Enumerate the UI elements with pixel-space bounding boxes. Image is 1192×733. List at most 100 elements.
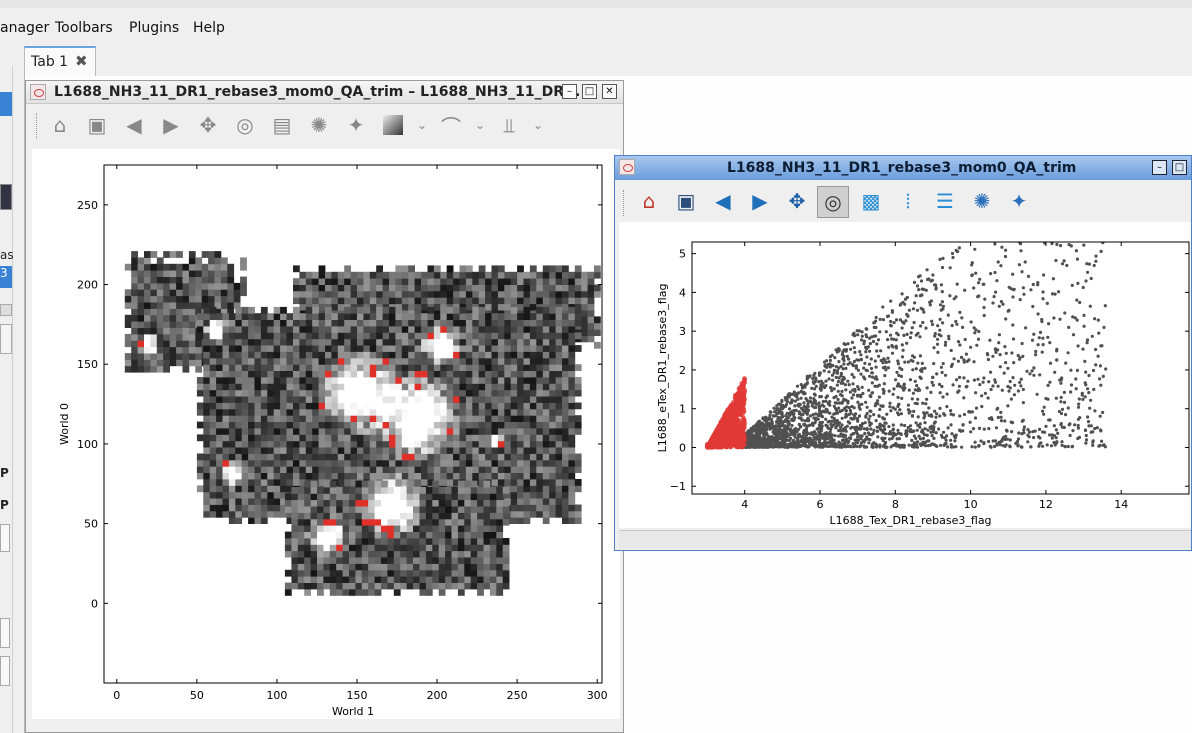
left-panel-thumbnail[interactable] [0,184,12,210]
image-pixel [523,402,531,410]
image-pixel [203,364,211,371]
close-x-icon[interactable]: ✖ [75,52,88,70]
gamepad-icon[interactable]: ✦ [1010,189,1028,213]
save-icon[interactable]: ▣ [676,189,696,213]
scatter-window-titlebar[interactable]: L1688_NH3_11_DR1_rebase3_mom0_QA_trim – … [615,156,1191,180]
image-plot-area[interactable]: 0 50 100 150 200 250 300 0 50 100 150 200 250 World 1… [32,149,620,719]
image-pixel [453,472,460,480]
select-icon[interactable]: ◎ [817,186,849,218]
image-pixel [144,251,151,258]
image-pixel [235,421,243,429]
circle-select-icon[interactable]: ✺ [973,189,991,213]
image-pixel [440,278,448,285]
image-pixel [374,550,382,558]
image-pixel [163,333,170,341]
scatter-point [869,366,874,371]
image-pixel [483,582,491,590]
scatter-point [937,382,942,386]
select-icon[interactable]: ◎ [236,113,254,137]
image-pixel [400,569,407,577]
image-pixel [536,428,544,435]
scatter-point [1041,409,1045,413]
image-pixel [472,428,480,435]
rgb-icon[interactable]: ✺ [310,113,328,137]
scatter-plot-area[interactable]: 4 6 8 10 12 14 −1 0 1 2 3 4 5 L1688_Tex_DR1_rebase3_f… [619,222,1191,528]
yrange-icon[interactable]: ☰ [936,189,954,213]
crop-icon[interactable]: ▤ [272,113,292,137]
image-pixel [376,453,383,461]
left-panel-value-field[interactable]: 3 [0,266,12,288]
chevron-down-icon[interactable]: ⌄ [532,118,544,132]
image-pixel [549,434,556,442]
image-pixel [267,428,275,435]
left-panel-selected-row[interactable] [0,92,12,116]
image-pixel [304,544,311,552]
tab-1[interactable]: Tab 1 ✖ [24,46,96,76]
left-panel-scroll-arrow[interactable] [0,304,12,316]
forward-icon[interactable]: ▶ [752,189,768,213]
image-pixel [536,510,544,518]
colormap-icon[interactable] [381,113,405,137]
image-window-titlebar[interactable]: L1688_NH3_11_DR1_rebase3_mom0_QA_trim – … [26,81,623,104]
scatter-point [1089,398,1093,402]
scatter-plot-svg[interactable]: 4 6 8 10 12 14−1012345L1688_Tex_DR1_rebase3_f… [619,222,1191,528]
image-pixel [241,313,249,320]
minimize-button[interactable]: – [1152,160,1167,175]
chevron-down-icon[interactable]: ⌄ [474,118,486,132]
menu-help[interactable]: Help [193,20,225,36]
image-pixel [542,415,550,422]
scatter-point [1032,366,1036,370]
image-pixel [291,531,299,539]
image-pixel [453,408,460,416]
xrange-icon[interactable]: ⦙ [905,189,911,213]
image-pixel [465,421,473,429]
image-pixel [427,370,435,378]
image-pixel [483,550,491,558]
home-icon[interactable]: ⌂ [642,189,656,213]
chevron-down-icon[interactable]: ⌄ [416,118,428,132]
image-pixel [374,493,382,501]
scatter-point [843,383,847,387]
back-icon[interactable]: ◀ [715,189,731,213]
image-pixel [529,485,537,493]
image-pixel [331,447,339,454]
image-pixel [542,383,550,391]
image-pixel [369,389,377,397]
left-panel-button-1[interactable] [0,524,10,552]
maximize-button[interactable]: □ [582,84,597,99]
scatter-point [913,301,917,305]
image-pixel [555,472,563,480]
box-select-icon[interactable]: ▩ [861,189,881,213]
menu-plugins[interactable]: Plugins [129,20,180,36]
image-pixel [517,415,524,422]
scatter-point [881,318,885,322]
pan-icon[interactable]: ✥ [788,189,806,213]
image-pixel [562,421,569,429]
image-pixel [137,333,145,341]
menu-toolbars[interactable]: Toolbars [55,20,113,36]
minimize-button[interactable]: – [562,84,577,99]
contour-icon[interactable]: ⌒ [441,114,461,139]
menu-manager[interactable]: anager [0,20,50,36]
toolbar-grip [36,113,39,139]
histogram-icon[interactable]: ⫫ [503,113,515,137]
home-icon[interactable]: ⌂ [53,113,67,137]
image-pixel [267,459,275,467]
save-icon[interactable]: ▣ [87,113,107,137]
image-pixel [478,265,486,273]
gamepad-icon[interactable]: ✦ [347,113,365,137]
back-icon[interactable]: ◀ [126,113,142,137]
left-panel-spinbox[interactable] [0,324,12,354]
close-button[interactable]: ✕ [602,84,617,99]
left-panel-button-3[interactable] [0,656,10,686]
forward-icon[interactable]: ▶ [163,113,179,137]
maximize-button[interactable]: □ [1172,160,1187,175]
image-pixel [459,345,467,352]
pan-icon[interactable]: ✥ [199,113,217,137]
image-pixel [235,504,243,512]
left-panel-button-2[interactable] [0,618,10,648]
image-pixel [465,345,473,352]
image-pixel [150,276,158,284]
image-pixel [304,557,311,564]
